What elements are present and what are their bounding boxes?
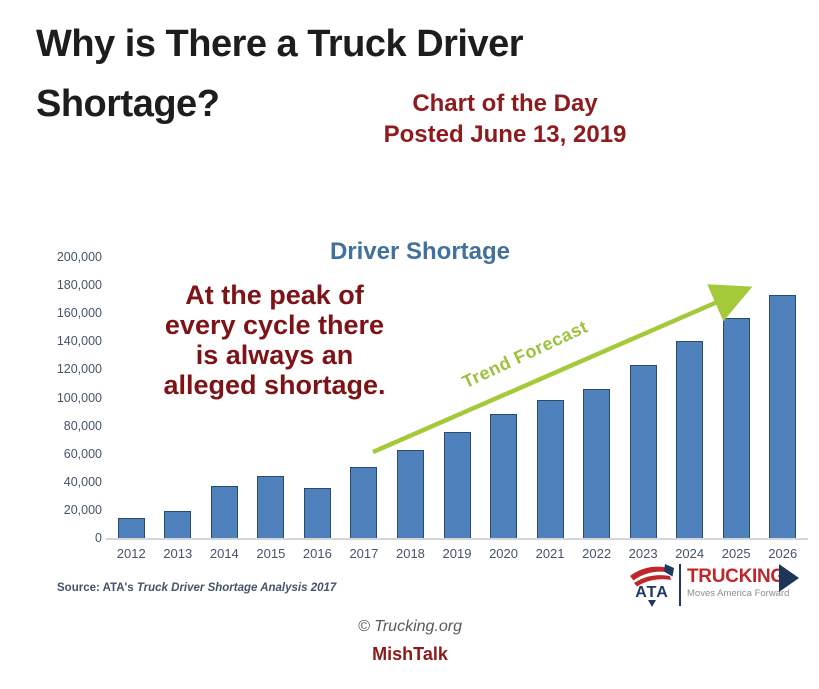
x-tick-2023: 2023	[628, 546, 658, 561]
x-tick-2018: 2018	[395, 546, 425, 561]
x-tick-2025: 2025	[721, 546, 751, 561]
svg-text:ATA: ATA	[635, 584, 669, 601]
bar-2015	[257, 475, 285, 539]
editorial-annotation: At the peak of every cycle there is always…	[102, 280, 447, 400]
x-tick-2021: 2021	[535, 546, 565, 561]
ata-trucking-logo: ATA TRUCKING Moves America Forward	[627, 558, 802, 614]
x-axis-line	[106, 538, 808, 540]
x-tick-2012: 2012	[116, 546, 146, 561]
x-tick-2014: 2014	[209, 546, 239, 561]
source-report-title: Truck Driver Shortage Analysis 2017	[136, 582, 337, 594]
x-tick-2026: 2026	[768, 546, 798, 561]
y-tick-120000: 120,000	[56, 362, 102, 377]
bar-2024	[676, 340, 704, 539]
y-tick-140000: 140,000	[56, 334, 102, 349]
bar-2018	[396, 450, 424, 539]
bar-2020	[490, 413, 518, 539]
bar-2012	[117, 517, 145, 539]
y-tick-200000: 200,000	[56, 250, 102, 264]
source-prefix: Source: ATA's	[57, 582, 137, 594]
y-tick-180000: 180,000	[56, 278, 102, 293]
copyright-text: © Trucking.org	[358, 618, 462, 635]
bar-2025	[722, 318, 750, 539]
x-tick-2013: 2013	[163, 546, 193, 561]
y-tick-0: 0	[95, 531, 102, 545]
bar-2013	[164, 510, 192, 539]
bar-2016	[303, 487, 331, 539]
x-tick-2016: 2016	[302, 546, 332, 561]
bar-2022	[583, 388, 611, 539]
page-title: Why is There a Truck Driver Shortage?	[36, 23, 524, 125]
x-tick-2019: 2019	[442, 546, 472, 561]
bar-2019	[443, 432, 471, 539]
chart-title: Driver Shortage	[329, 238, 511, 265]
logo-tagline: Moves America Forward	[687, 588, 790, 599]
annotation-line: alleged shortage.	[163, 370, 386, 400]
bar-2026	[769, 294, 797, 539]
logo-arrow-icon	[779, 564, 799, 592]
bar-2014	[210, 485, 238, 539]
y-tick-80000: 80,000	[63, 418, 102, 433]
annotation-line: At the peak of	[185, 280, 364, 310]
ata-flag-icon: ATA	[630, 564, 674, 607]
logo-brand-text: TRUCKING	[687, 566, 785, 587]
trend-forecast-label: Trend Forecast	[459, 316, 591, 393]
y-tick-20000: 20,000	[63, 502, 102, 517]
stamp-line-2: Posted June 13, 2019	[383, 121, 627, 148]
x-tick-2017: 2017	[349, 546, 379, 561]
bar-2021	[536, 399, 564, 539]
stamp-line-1: Chart of the Day	[412, 90, 598, 117]
site-name: MishTalk	[372, 644, 448, 664]
logo-divider	[679, 564, 681, 606]
x-tick-2024: 2024	[675, 546, 705, 561]
x-tick-2015: 2015	[256, 546, 286, 561]
x-tick-2020: 2020	[489, 546, 518, 561]
y-tick-40000: 40,000	[63, 474, 102, 489]
y-tick-160000: 160,000	[56, 306, 102, 321]
annotation-line: is always an	[195, 340, 354, 370]
source-citation: Source: ATA's Truck Driver Shortage Anal…	[57, 582, 336, 594]
annotation-line: every cycle there	[164, 310, 385, 340]
y-tick-100000: 100,000	[56, 390, 102, 405]
bar-2017	[350, 467, 378, 539]
y-tick-60000: 60,000	[63, 446, 102, 461]
x-tick-2022: 2022	[582, 546, 612, 561]
bar-2023	[629, 364, 657, 539]
chart-of-the-day-stamp: Chart of the Day Posted June 13, 2019	[335, 88, 675, 150]
